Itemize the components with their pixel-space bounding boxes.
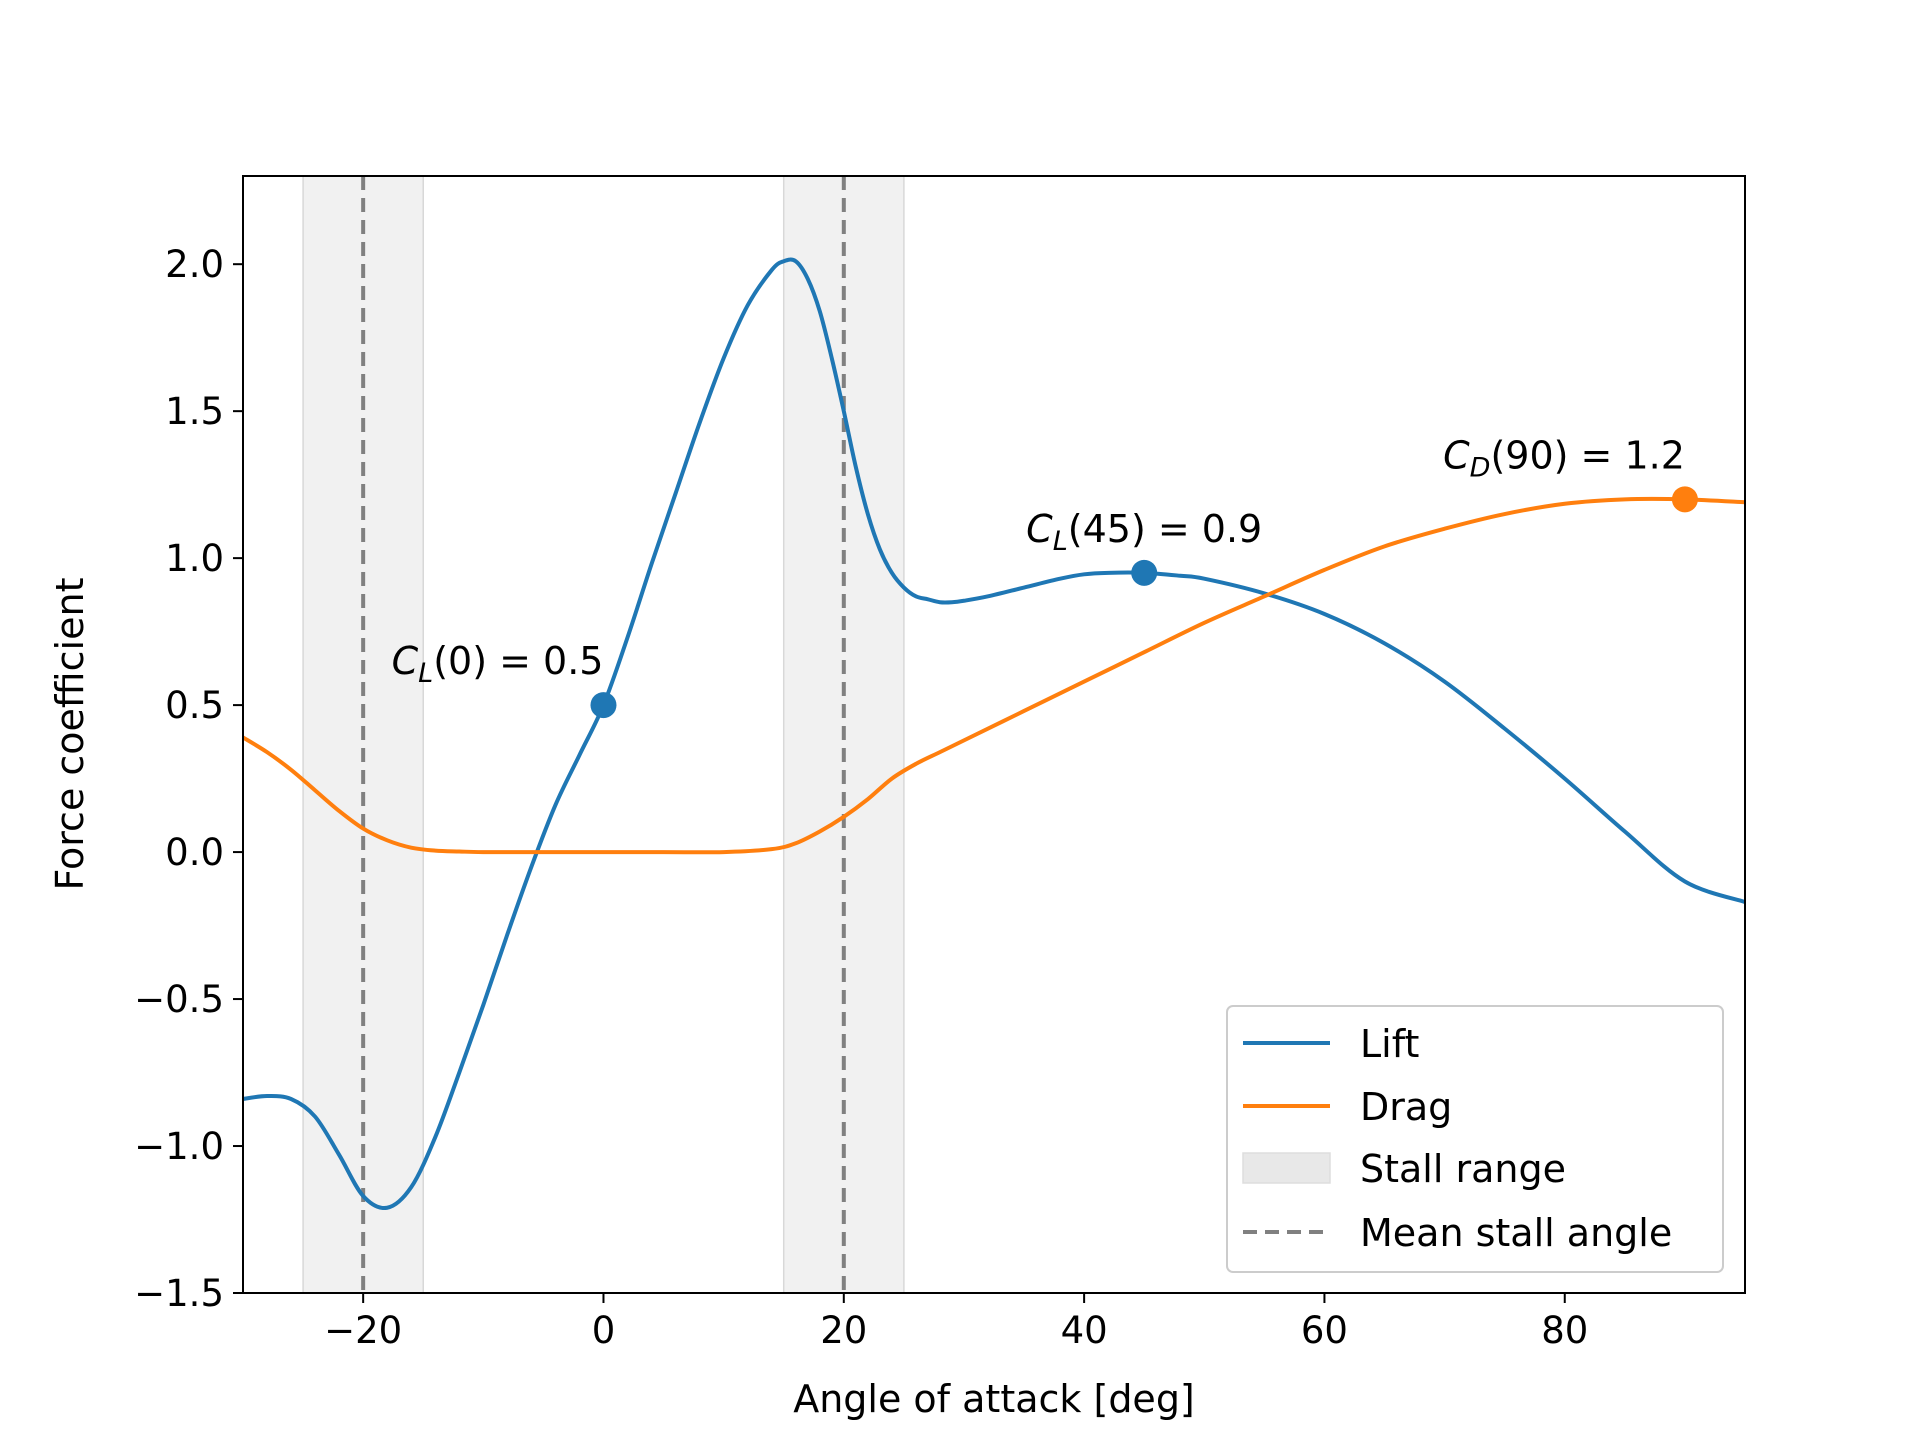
legend-swatch-stall-range <box>1242 1152 1331 1184</box>
marker-annotation: CL(45) = 0.9 <box>1026 507 1262 557</box>
legend-label-stall-range: Stall range <box>1360 1147 1566 1191</box>
legend-label-drag: Drag <box>1360 1085 1452 1129</box>
y-tick-label: 2.0 <box>165 243 224 286</box>
marker-annotation: CD(90) = 1.2 <box>1443 433 1685 483</box>
legend-frame <box>1226 1005 1724 1273</box>
x-tick-label: 60 <box>1301 1309 1348 1352</box>
marker-annotation: CL(0) = 0.5 <box>392 639 604 689</box>
legend-label-lift: Lift <box>1360 1022 1419 1066</box>
y-tick-label: −1.0 <box>134 1125 224 1168</box>
y-axis-label: Force coefficient <box>48 578 92 891</box>
x-tick-label: 40 <box>1061 1309 1108 1352</box>
x-axis-ticks: −20 0 20 40 60 80 <box>324 1293 1588 1352</box>
plot-area: CL(0) = 0.5 CL(45) = 0.9 CD(90) = 1.2 <box>242 175 1746 1294</box>
y-tick-label: 1.0 <box>165 537 224 580</box>
y-tick-label: 0.5 <box>165 684 224 727</box>
y-tick-label: 0.0 <box>165 831 224 874</box>
series-line-drag <box>243 496 1745 855</box>
y-axis-ticks: −1.5 −1.0 −0.5 0.0 0.5 1.0 1.5 2.0 <box>134 243 243 1315</box>
x-axis-label: Angle of attack [deg] <box>793 1377 1195 1421</box>
series-line-lift <box>243 257 1745 1211</box>
y-tick-label: −0.5 <box>134 978 224 1021</box>
y-tick-label: 1.5 <box>165 390 224 433</box>
mean-stall-lines <box>361 176 846 1293</box>
series-lines <box>243 257 1745 1211</box>
x-tick-label: 80 <box>1541 1309 1588 1352</box>
x-tick-label: 0 <box>592 1309 616 1352</box>
data-marker <box>590 692 617 719</box>
y-tick-label: −1.5 <box>134 1272 224 1315</box>
x-tick-label: −20 <box>324 1309 402 1352</box>
legend-label-mean-stall: Mean stall angle <box>1360 1211 1672 1255</box>
data-marker <box>1671 486 1698 513</box>
markers: CL(0) = 0.5 CL(45) = 0.9 CD(90) = 1.2 <box>392 433 1698 719</box>
data-marker <box>1131 559 1158 586</box>
legend: Lift Drag Stall range Mean stall angle <box>1226 1005 1724 1273</box>
x-tick-label: 20 <box>820 1309 867 1352</box>
plot-frame <box>242 175 1746 1294</box>
